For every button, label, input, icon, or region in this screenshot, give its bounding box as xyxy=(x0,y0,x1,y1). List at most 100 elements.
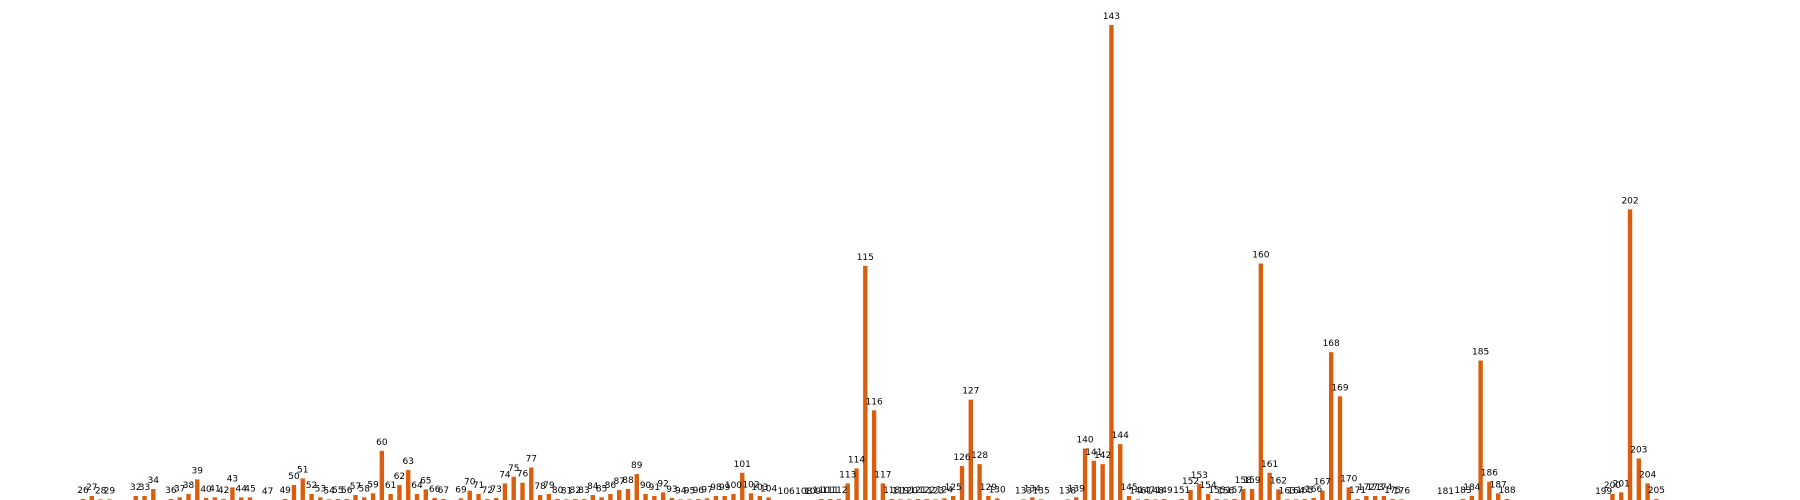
bar-label-65: 65 xyxy=(420,476,431,486)
bar-label-90: 90 xyxy=(640,481,652,491)
bar-202 xyxy=(1627,209,1633,500)
bar-169 xyxy=(1337,396,1343,500)
bar-label-157: 157 xyxy=(1226,486,1243,496)
bar-label-85: 85 xyxy=(596,484,607,494)
bar-201 xyxy=(1619,492,1624,500)
bar-79 xyxy=(546,494,552,500)
bar-label-103: 103 xyxy=(751,483,768,493)
bar-70 xyxy=(467,490,472,500)
bar-label-78: 78 xyxy=(534,482,546,492)
bar-label-54: 54 xyxy=(323,486,335,496)
bar-label-205: 205 xyxy=(1648,486,1665,496)
bar-38 xyxy=(186,494,191,500)
bar-37 xyxy=(177,497,182,500)
bar-label-84: 84 xyxy=(587,482,599,492)
bar-140 xyxy=(1082,448,1088,500)
bar-label-153: 153 xyxy=(1191,471,1208,481)
bar-label-74: 74 xyxy=(499,470,511,480)
bar-170 xyxy=(1346,487,1351,500)
bar-label-60: 60 xyxy=(376,438,388,448)
bar-label-149: 149 xyxy=(1156,486,1173,496)
bar-label-134: 134 xyxy=(1024,484,1041,494)
bar-label-70: 70 xyxy=(464,478,476,488)
bar-66 xyxy=(432,498,437,500)
bar-label-71: 71 xyxy=(473,481,484,491)
bar-label-56: 56 xyxy=(341,486,353,496)
bar-label-185: 185 xyxy=(1472,347,1489,357)
bar-label-40: 40 xyxy=(200,485,212,495)
bar-label-53: 53 xyxy=(315,484,326,494)
bar-label-201: 201 xyxy=(1613,479,1630,489)
bar-label-142: 142 xyxy=(1094,451,1111,461)
bar-label-175: 175 xyxy=(1384,486,1401,496)
bar-158 xyxy=(1241,489,1246,500)
bar-160 xyxy=(1258,263,1264,500)
bar-45 xyxy=(247,497,253,500)
bar-label-95: 95 xyxy=(684,486,695,496)
bar-102 xyxy=(748,493,754,500)
bar-117 xyxy=(880,483,886,500)
bar-label-114: 114 xyxy=(848,455,865,465)
bar-label-169: 169 xyxy=(1331,383,1348,393)
bar-91 xyxy=(652,496,657,500)
bar-101 xyxy=(740,472,745,500)
bar-187 xyxy=(1495,493,1501,500)
bar-label-171: 171 xyxy=(1349,486,1366,496)
bar-label-165: 165 xyxy=(1296,486,1313,496)
bar-label-82: 82 xyxy=(570,486,581,496)
bar-185 xyxy=(1478,360,1483,500)
bar-label-160: 160 xyxy=(1252,251,1269,261)
bar-59 xyxy=(370,493,376,500)
bar-label-199: 199 xyxy=(1595,487,1612,497)
bar-label-26: 26 xyxy=(77,486,89,496)
bar-label-129: 129 xyxy=(980,483,997,493)
bar-label-110: 110 xyxy=(813,486,830,496)
bar-label-139: 139 xyxy=(1068,484,1085,494)
bar-label-204: 204 xyxy=(1639,470,1656,480)
bar-label-81: 81 xyxy=(561,486,572,496)
bar-label-183: 183 xyxy=(1454,486,1471,496)
bar-label-202: 202 xyxy=(1621,196,1638,206)
bar-label-128: 128 xyxy=(971,451,988,461)
bar-label-127: 127 xyxy=(962,387,979,397)
bar-100 xyxy=(731,494,736,500)
bar-174 xyxy=(1381,496,1387,500)
bar-label-102: 102 xyxy=(742,480,759,490)
bar-label-96: 96 xyxy=(693,486,705,496)
bar-label-162: 162 xyxy=(1270,476,1287,486)
bar-label-59: 59 xyxy=(367,480,379,490)
bar-label-52: 52 xyxy=(306,481,317,491)
bar-label-104: 104 xyxy=(760,484,777,494)
bar-label-156: 156 xyxy=(1217,486,1234,496)
bar-65 xyxy=(423,489,429,500)
bar-99 xyxy=(722,496,727,500)
bar-39 xyxy=(195,479,200,500)
bar-label-158: 158 xyxy=(1235,476,1252,486)
bar-153 xyxy=(1197,484,1202,500)
bar-label-112: 112 xyxy=(830,486,847,496)
bar-label-98: 98 xyxy=(710,483,722,493)
bar-label-187: 187 xyxy=(1490,480,1507,490)
bar-27 xyxy=(89,496,94,500)
bar-144 xyxy=(1118,444,1123,500)
bar-label-88: 88 xyxy=(622,476,634,486)
bar-label-161: 161 xyxy=(1261,460,1278,470)
bar-label-113: 113 xyxy=(839,470,856,480)
bar-172 xyxy=(1364,496,1369,500)
bar-label-61: 61 xyxy=(385,481,396,491)
bar-label-72: 72 xyxy=(482,486,493,496)
bar-128 xyxy=(977,464,982,500)
bar-label-124: 124 xyxy=(936,485,953,495)
bar-label-141: 141 xyxy=(1085,448,1102,458)
bar-184 xyxy=(1469,496,1475,500)
bar-85 xyxy=(599,497,604,500)
bar-125 xyxy=(951,496,956,500)
bar-label-155: 155 xyxy=(1208,486,1225,496)
bar-186 xyxy=(1487,481,1492,500)
bar-label-58: 58 xyxy=(359,484,371,494)
bar-label-120: 120 xyxy=(901,486,918,496)
bar-62 xyxy=(397,485,402,500)
bar-label-154: 154 xyxy=(1200,481,1217,491)
